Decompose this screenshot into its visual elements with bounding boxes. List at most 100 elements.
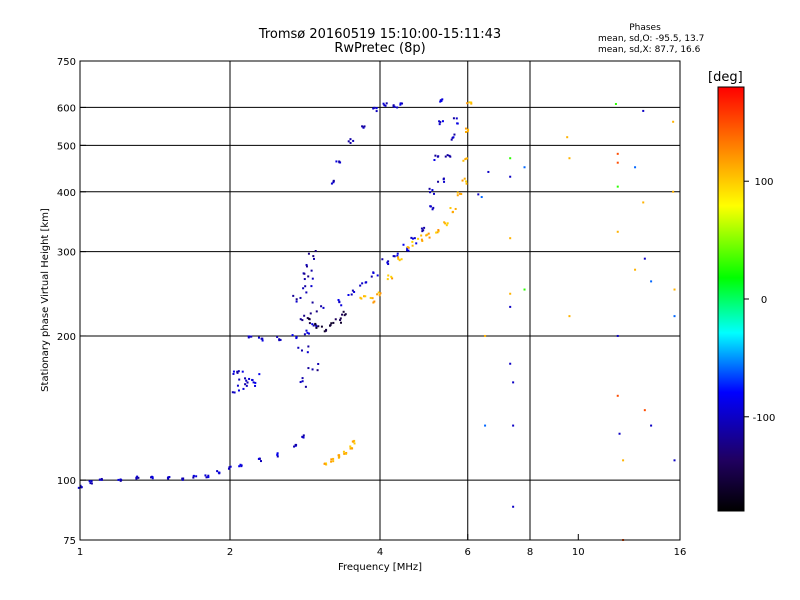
chart-subtitle: RwPretec (8p) <box>334 41 426 56</box>
echo-point <box>246 381 249 384</box>
echo-point <box>465 182 468 185</box>
echo-point <box>342 310 345 313</box>
echo-point <box>332 180 335 183</box>
echo-point <box>420 238 423 241</box>
echo-point <box>261 337 264 340</box>
echo-point <box>406 246 409 249</box>
echo-point <box>305 263 308 266</box>
echo-point <box>330 322 333 325</box>
echo-point <box>248 377 251 380</box>
echo-point <box>384 104 387 107</box>
echo-point <box>242 387 245 390</box>
echo-point <box>245 384 248 387</box>
echo-point <box>673 288 676 291</box>
echo-point <box>426 233 429 236</box>
echo-point <box>400 258 403 261</box>
echo-point <box>618 432 621 435</box>
echo-point <box>317 325 320 328</box>
echo-point <box>387 274 390 277</box>
x-tick-label: 10 <box>572 547 585 558</box>
echo-point <box>311 301 314 304</box>
echo-point <box>509 157 512 160</box>
echo-point <box>228 466 231 469</box>
echo-point <box>359 284 362 287</box>
echo-point <box>300 349 303 352</box>
echo-point <box>437 230 440 233</box>
y-tick-label: 300 <box>57 248 76 259</box>
echo-point <box>461 179 464 182</box>
echo-point <box>411 237 414 240</box>
echo-point <box>151 477 154 480</box>
echo-point <box>302 287 305 290</box>
echo-point <box>276 335 279 338</box>
echo-point <box>363 125 366 128</box>
echo-point <box>254 381 257 384</box>
echo-point <box>364 295 367 298</box>
echo-point <box>351 440 354 443</box>
echo-point <box>340 304 343 307</box>
echo-point <box>442 177 445 180</box>
echo-point <box>438 120 441 123</box>
echo-point <box>304 285 307 288</box>
echo-point <box>379 292 382 295</box>
echo-point <box>634 268 637 271</box>
x-axis-label: Frequency [MHz] <box>338 562 422 573</box>
echo-point <box>616 161 619 164</box>
echo-point <box>512 381 515 384</box>
echo-point <box>168 476 171 479</box>
echo-point <box>431 189 434 192</box>
echo-point <box>372 301 375 304</box>
echo-point <box>466 130 469 133</box>
echo-point <box>232 372 235 375</box>
echo-point <box>616 230 619 233</box>
echo-point <box>465 180 468 183</box>
echo-point <box>315 310 318 313</box>
echo-point <box>338 301 341 304</box>
echo-point <box>315 324 318 327</box>
echo-point <box>349 445 352 448</box>
data-points <box>77 98 676 541</box>
echo-point <box>323 330 326 333</box>
echo-point <box>398 259 401 262</box>
echo-point <box>238 465 241 468</box>
echo-point <box>460 193 463 196</box>
echo-point <box>386 278 389 281</box>
echo-point <box>399 102 402 105</box>
echo-point <box>411 240 414 243</box>
echo-point <box>616 185 619 188</box>
echo-point <box>181 477 184 480</box>
echo-point <box>445 224 448 227</box>
echo-point <box>391 277 394 280</box>
echo-point <box>378 294 381 297</box>
echo-point <box>307 345 310 348</box>
echo-point <box>349 447 352 450</box>
echo-point <box>310 269 313 272</box>
echo-point <box>361 125 364 128</box>
phase-stats-x: mean, sd,X: 87.7, 16.6 <box>598 45 701 55</box>
echo-point <box>410 236 413 239</box>
echo-point <box>79 484 82 487</box>
echo-point <box>429 191 432 194</box>
echo-point <box>396 106 399 109</box>
echo-point <box>373 106 376 109</box>
echo-point <box>371 297 374 300</box>
echo-point <box>260 460 263 463</box>
echo-point <box>90 482 93 485</box>
echo-point <box>523 288 526 291</box>
echo-point <box>261 339 264 342</box>
echo-point <box>614 102 617 105</box>
echo-point <box>413 237 416 240</box>
echo-point <box>634 166 637 169</box>
echo-point <box>407 246 410 249</box>
echo-point <box>338 454 341 457</box>
y-tick-label: 400 <box>57 188 76 199</box>
echo-point <box>444 222 447 225</box>
echo-point <box>434 154 437 157</box>
echo-point <box>342 450 345 453</box>
echo-point <box>237 370 240 373</box>
echo-point <box>383 104 386 107</box>
echo-point <box>452 136 455 139</box>
echo-point <box>415 242 418 245</box>
echo-point <box>523 166 526 169</box>
echo-point <box>301 435 304 438</box>
